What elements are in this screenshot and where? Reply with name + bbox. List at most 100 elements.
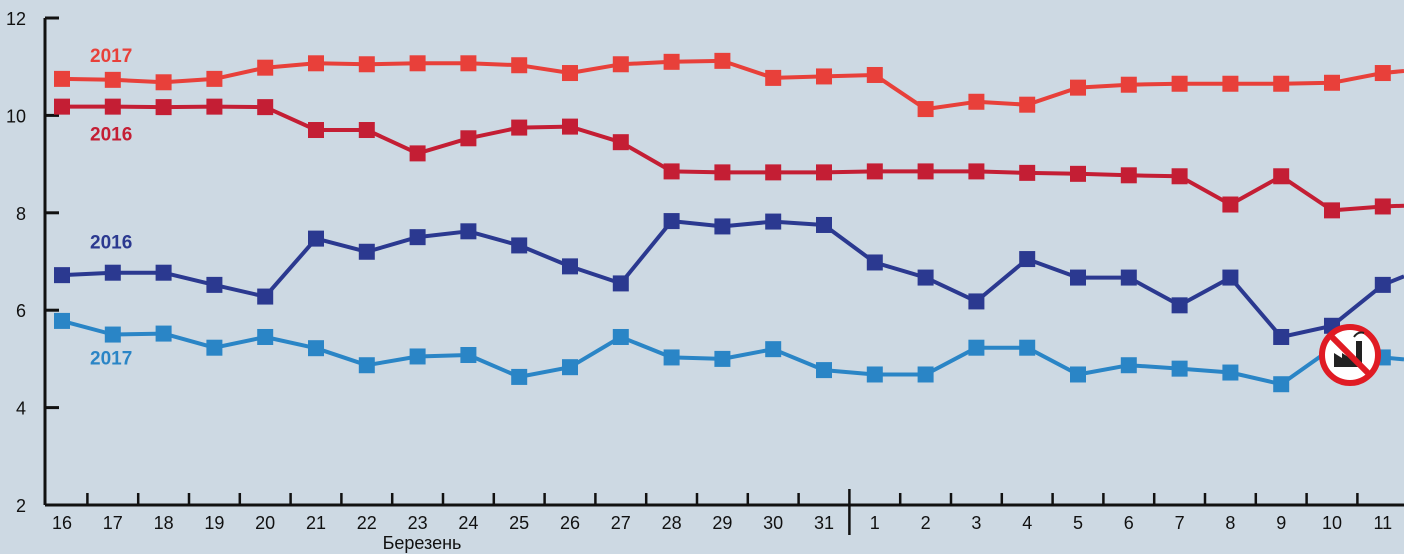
data-point <box>1120 357 1137 374</box>
x-tick-label: 10 <box>1322 513 1342 533</box>
data-point <box>765 69 782 86</box>
data-point <box>460 55 477 72</box>
data-point <box>1070 79 1086 96</box>
x-tick-label: 11 <box>1373 513 1392 533</box>
data-point <box>968 163 985 180</box>
data-point <box>206 70 223 87</box>
data-point <box>206 339 223 356</box>
data-point <box>816 216 832 233</box>
series-label-1: 2016 <box>90 125 132 146</box>
x-tick-label: 3 <box>971 513 981 533</box>
data-point <box>866 163 883 180</box>
series-line-1 <box>62 104 1404 213</box>
data-point <box>663 53 680 70</box>
data-point <box>511 119 528 136</box>
data-point <box>257 99 274 116</box>
y-tick-label: 6 <box>16 301 26 321</box>
data-point <box>663 213 680 230</box>
data-point <box>663 349 680 366</box>
data-point <box>765 213 782 230</box>
data-point <box>358 122 375 139</box>
x-tick-label: 9 <box>1276 513 1286 533</box>
data-point <box>104 264 121 281</box>
x-tick-label: 19 <box>204 513 224 533</box>
data-point <box>104 98 121 115</box>
x-tick-label: 25 <box>509 513 529 533</box>
data-point <box>206 98 223 115</box>
data-point <box>1070 269 1086 286</box>
data-point <box>765 164 782 181</box>
data-point <box>612 134 629 151</box>
data-point <box>866 366 883 383</box>
data-point <box>816 164 832 181</box>
x-tick-label: 26 <box>560 513 580 533</box>
data-point <box>714 350 731 367</box>
y-tick-label: 10 <box>6 106 26 126</box>
x-tick-label: 21 <box>306 513 326 533</box>
data-point <box>1324 74 1340 91</box>
data-point <box>1171 75 1188 92</box>
data-point <box>511 368 528 385</box>
x-group-label: Березень <box>383 533 462 553</box>
data-point <box>54 267 70 284</box>
no-factory-icon <box>1319 324 1381 386</box>
data-point <box>917 366 934 383</box>
data-point <box>1273 376 1290 393</box>
data-point <box>917 101 934 118</box>
data-point <box>1374 198 1391 215</box>
x-tick-label: 8 <box>1225 513 1235 533</box>
data-point <box>816 362 832 379</box>
y-tick-label: 8 <box>16 204 26 224</box>
data-point <box>54 98 70 115</box>
data-point <box>1019 339 1036 356</box>
data-point <box>1222 196 1239 213</box>
data-point <box>54 312 70 329</box>
data-point <box>1171 168 1188 185</box>
data-point <box>104 71 121 88</box>
data-point <box>54 70 70 87</box>
data-point <box>765 341 782 358</box>
x-tick-label: 4 <box>1022 513 1032 533</box>
series-lines <box>61 58 1404 387</box>
data-point <box>1374 65 1391 82</box>
data-point <box>1273 328 1290 345</box>
data-point <box>562 258 578 275</box>
series-labels: 2017 2016 2016 2017 <box>90 46 132 370</box>
data-point <box>104 326 121 343</box>
data-point <box>562 118 578 135</box>
data-point <box>308 55 324 72</box>
data-point <box>714 52 731 69</box>
x-tick-label: 18 <box>154 513 174 533</box>
data-point <box>1070 165 1086 182</box>
data-point <box>968 93 985 110</box>
data-point <box>612 56 629 73</box>
data-point <box>1222 75 1239 92</box>
x-tick-label: 20 <box>255 513 275 533</box>
x-tick-label: 22 <box>357 513 377 533</box>
data-point <box>257 288 274 305</box>
data-point <box>155 325 172 342</box>
series-line-3 <box>61 318 1404 387</box>
x-tick-label: 23 <box>408 513 428 533</box>
x-tick-label: 2 <box>921 513 931 533</box>
data-point <box>816 68 832 85</box>
data-point <box>257 328 274 345</box>
data-point <box>866 66 883 83</box>
data-point <box>511 237 528 254</box>
x-tick-label: 17 <box>103 513 123 533</box>
data-point <box>1019 251 1036 268</box>
data-point <box>1374 276 1391 293</box>
data-point <box>968 339 985 356</box>
y-tick-label: 12 <box>6 9 26 29</box>
data-point <box>1273 168 1290 185</box>
data-point <box>1324 202 1340 219</box>
data-point <box>866 254 883 271</box>
data-point <box>1222 364 1239 381</box>
data-point <box>409 55 426 72</box>
data-point <box>511 57 528 74</box>
y-tick-label: 2 <box>16 496 26 516</box>
series-line-2 <box>61 219 1404 339</box>
data-point <box>358 243 375 260</box>
data-point <box>155 99 172 116</box>
